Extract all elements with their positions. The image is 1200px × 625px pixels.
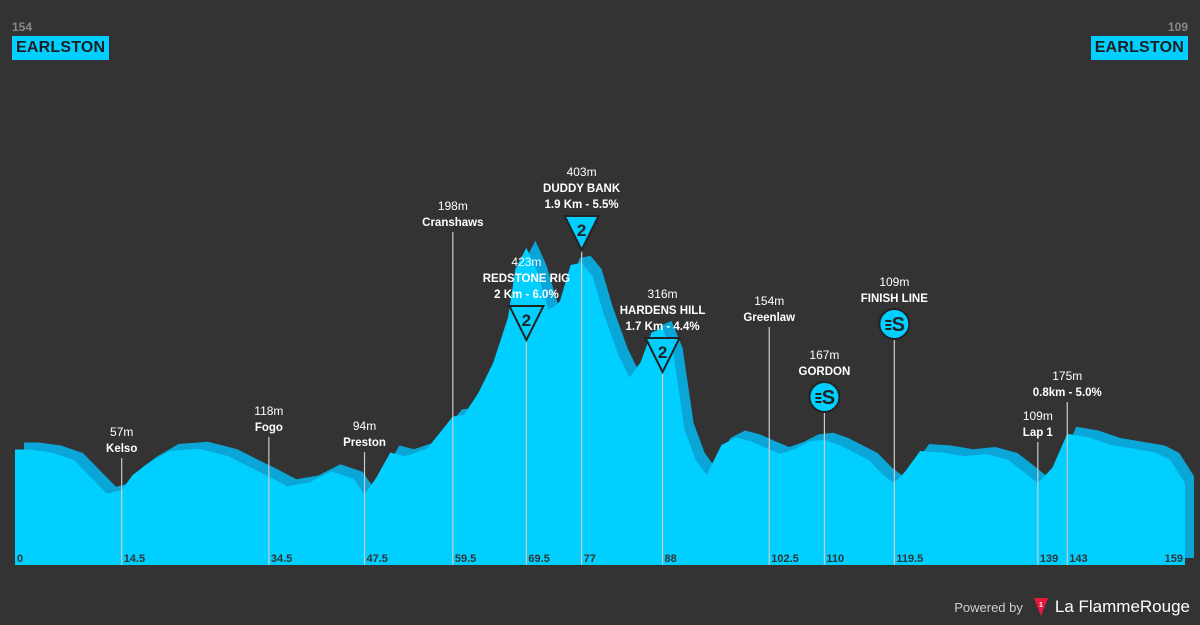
- brand-name: La FlammeRouge: [1054, 597, 1190, 616]
- annotation-name: GORDON: [799, 366, 851, 378]
- climb-category-icon: [643, 337, 682, 375]
- sprint-icon-letter: S: [892, 314, 905, 336]
- annotation-climb-detail: 2 Km - 6.0%: [494, 289, 559, 301]
- annotation-lap-1: 109m Lap 1: [1023, 409, 1054, 439]
- x-tick-label: 159: [1165, 553, 1183, 565]
- annotation-name: FINISH LINE: [861, 293, 928, 305]
- annotation-altitude: 109m: [1023, 409, 1053, 423]
- annotation-name: REDSTONE RIG: [483, 273, 570, 285]
- annotation-altitude: 403m: [567, 165, 597, 179]
- annotation-finish-line: S 109m FINISH LINE: [861, 275, 928, 340]
- x-tick-label: 143: [1069, 553, 1087, 565]
- climb-category-label: 2: [658, 343, 667, 362]
- annotation-altitude: 94m: [353, 419, 376, 433]
- annotation-name: 0.8km - 5.0%: [1033, 387, 1102, 399]
- profile-area-layer: [15, 247, 1185, 566]
- x-tick-labels-layer: 0 14.5 34.5 47.5 59.5 69.5 77 88 102.5 110 119.5 13…: [17, 553, 1183, 565]
- annotation-name: HARDENS HILL: [620, 305, 706, 317]
- x-tick-label: 59.5: [455, 553, 476, 565]
- annotation-preston: 94m Preston: [343, 419, 386, 449]
- annotation-name: Kelso: [106, 443, 137, 455]
- annotation-climb-detail: 1.7 Km - 4.4%: [625, 321, 699, 333]
- start-info: 154 EARLSTON: [12, 20, 110, 60]
- climb-category-icon: [507, 305, 546, 343]
- climb-category-label: 2: [577, 221, 586, 240]
- x-tick-label: 47.5: [367, 553, 388, 565]
- powered-by-label: Powered by: [954, 599, 1023, 615]
- annotation-hardens-hill: 2 316m HARDENS HILL 1.7 Km - 4.4%: [620, 287, 706, 375]
- annotation-name: Greenlaw: [743, 312, 795, 324]
- annotation-fogo: 118m Fogo: [254, 404, 283, 434]
- annotation-cranshaws: 198m Cranshaws: [422, 199, 483, 229]
- start-town-badge: EARLSTON: [12, 36, 110, 60]
- sprint-icon: [808, 381, 841, 413]
- climb-category-label: 2: [522, 311, 531, 330]
- annotation-name: Fogo: [255, 422, 283, 434]
- finish-altitude: 109: [1167, 20, 1188, 34]
- annotation-altitude: 423m: [511, 255, 541, 269]
- annotation-altitude: 316m: [648, 287, 678, 301]
- annotation-0-8km-5-0-: 175m 0.8km - 5.0%: [1033, 369, 1102, 399]
- start-altitude: 154: [12, 20, 33, 34]
- annotation-altitude: 175m: [1052, 369, 1082, 383]
- annotation-kelso: 57m Kelso: [106, 425, 137, 455]
- annotation-lines-layer: [121, 232, 1068, 565]
- x-tick-label: 88: [665, 553, 677, 565]
- finish-info: 109 EARLSTON: [1090, 20, 1188, 60]
- sprint-icon-letter: S: [822, 387, 835, 409]
- annotation-name: Cranshaws: [422, 217, 483, 229]
- finish-town-badge: EARLSTON: [1090, 36, 1188, 60]
- svg-text:1: 1: [1039, 602, 1043, 609]
- annotation-altitude: 154m: [754, 294, 784, 308]
- annotation-climb-detail: 1.9 Km - 5.5%: [545, 199, 619, 211]
- brand-logo[interactable]: 1 La FlammeRouge: [1033, 597, 1190, 617]
- x-tick-label: 139: [1040, 553, 1058, 565]
- annotation-greenlaw: 154m Greenlaw: [743, 294, 795, 324]
- annotation-duddy-bank: 2 403m DUDDY BANK 1.9 Km - 5.5%: [543, 165, 621, 253]
- x-tick-label: 119.5: [896, 553, 923, 565]
- annotation-altitude: 167m: [809, 348, 839, 362]
- x-tick-label: 110: [826, 553, 844, 565]
- annotation-labels-layer: 57m Kelso 118m Fogo 94m Preston 198m Cranshaws 2…: [106, 165, 1102, 455]
- sprint-icon: [878, 308, 911, 340]
- footer: Powered by 1 La FlammeRouge: [954, 597, 1190, 617]
- x-tick-label: 34.5: [271, 553, 292, 565]
- x-tick-label: 69.5: [528, 553, 549, 565]
- x-tick-label: 0: [17, 553, 23, 565]
- flamme-rouge-flag-icon: 1: [1033, 598, 1048, 616]
- x-tick-label: 77: [584, 553, 596, 565]
- annotation-name: Lap 1: [1023, 427, 1054, 439]
- annotation-gordon: S 167m GORDON: [799, 348, 851, 413]
- climb-category-icon: [562, 215, 601, 253]
- x-tick-label: 102.5: [771, 553, 799, 565]
- profile-area: [15, 247, 1185, 566]
- annotation-altitude: 57m: [110, 425, 133, 439]
- x-tick-label: 14.5: [124, 553, 145, 565]
- annotation-name: Preston: [343, 437, 386, 449]
- annotation-redstone-rig: 2 423m REDSTONE RIG 2 Km - 6.0%: [483, 255, 570, 343]
- annotation-name: DUDDY BANK: [543, 183, 621, 195]
- annotation-altitude: 118m: [254, 404, 283, 418]
- annotation-altitude: 198m: [438, 199, 468, 213]
- annotation-altitude: 109m: [879, 275, 909, 289]
